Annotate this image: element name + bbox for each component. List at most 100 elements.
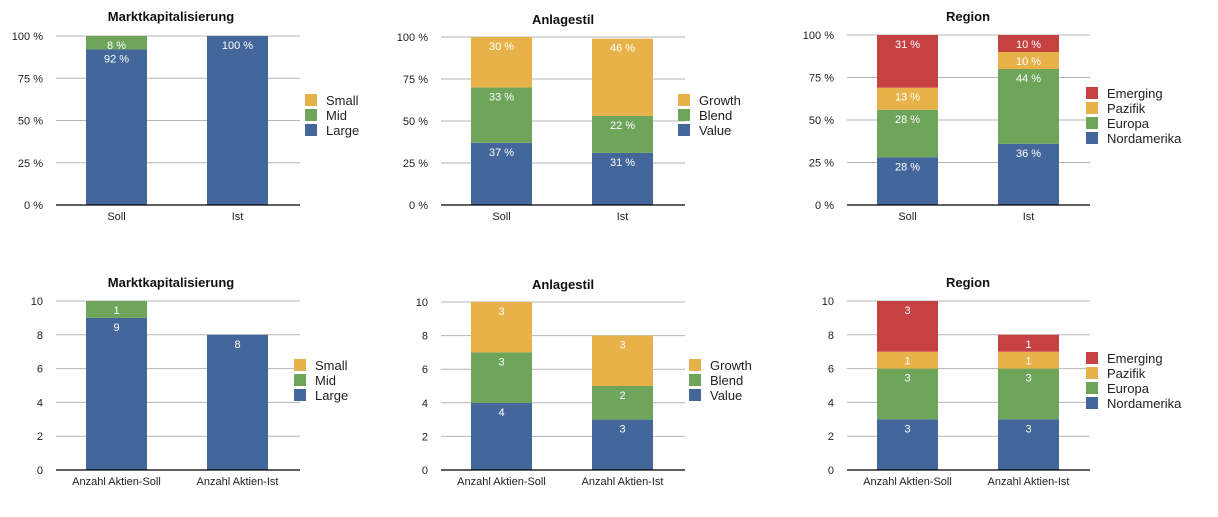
y-tick-label: 25 % xyxy=(809,158,834,170)
y-tick-label: 100 % xyxy=(397,32,428,44)
bar-segment-growth xyxy=(471,302,532,353)
y-tick-label: 25 % xyxy=(18,158,43,170)
x-category-label: Anzahl Aktien-Soll xyxy=(863,476,952,488)
y-tick-label: 100 % xyxy=(803,30,834,42)
bar-segment-pazifik xyxy=(998,52,1059,69)
legend-swatch-nordamerika xyxy=(1086,397,1098,409)
data-label: 46 % xyxy=(610,43,635,55)
y-tick-label: 8 xyxy=(828,330,834,342)
y-tick-label: 10 xyxy=(416,297,428,309)
data-label: 31 % xyxy=(895,39,920,51)
bar-segment-value xyxy=(592,152,653,205)
bar-segment-emerging xyxy=(998,334,1059,352)
y-tick-label: 50 % xyxy=(18,116,43,128)
bar-segment-blend xyxy=(592,115,653,153)
bar-segment-nordamerika xyxy=(998,419,1059,470)
y-tick-label: 4 xyxy=(828,397,834,409)
y-tick-label: 50 % xyxy=(809,115,834,127)
x-category-label: Anzahl Aktien-Ist xyxy=(197,476,279,488)
x-category-label: Anzahl Aktien-Ist xyxy=(988,476,1070,488)
legend-swatch-large xyxy=(305,124,317,136)
legend-swatch-value xyxy=(689,389,701,401)
chart-title: Marktkapitalisierung xyxy=(108,275,234,290)
data-label: 44 % xyxy=(1016,73,1041,85)
chart-panel-5: Anlagestil 0 2 4 6 8 10 4 3 3 Anzahl Aktien-Soll 3 2… xyxy=(416,277,752,488)
data-label: 3 xyxy=(498,306,504,318)
bar-segment-growth xyxy=(592,38,653,116)
legend-label: Mid xyxy=(315,373,336,388)
data-label: 1 xyxy=(904,356,910,368)
chart-title: Anlagestil xyxy=(532,277,594,292)
x-category-label: Ist xyxy=(232,211,244,223)
y-tick-label: 2 xyxy=(828,431,834,443)
legend-swatch-large xyxy=(294,389,306,401)
bar-segment-pazifik xyxy=(998,351,1059,369)
bar-segment-large xyxy=(86,317,147,470)
y-tick-label: 6 xyxy=(37,364,43,376)
bar-segment-large xyxy=(86,49,147,205)
data-label: 3 xyxy=(619,424,625,436)
y-tick-label: 2 xyxy=(37,431,43,443)
x-category-label: Anzahl Aktien-Soll xyxy=(72,476,161,488)
legend-swatch-blend xyxy=(689,374,701,386)
legend-swatch-pazifik xyxy=(1086,367,1098,379)
bar-segment-emerging xyxy=(998,35,1059,52)
y-tick-label: 0 xyxy=(37,465,43,477)
x-category-label: Anzahl Aktien-Ist xyxy=(582,476,664,488)
x-category-label: Soll xyxy=(898,211,916,223)
y-tick-label: 25 % xyxy=(403,158,428,170)
chart-title: Anlagestil xyxy=(532,12,594,27)
y-tick-label: 0 xyxy=(828,465,834,477)
bar-segment-blend xyxy=(471,87,532,143)
legend-swatch-europa xyxy=(1086,117,1098,129)
legend-swatch-emerging xyxy=(1086,352,1098,364)
y-tick-label: 75 % xyxy=(809,73,834,85)
bar-segment-growth xyxy=(471,37,532,88)
legend-label: Value xyxy=(710,388,742,403)
chart-panel-6: Region 0 2 4 6 8 10 3 3 1 3 Anzahl Aktien-Soll 3 3 1 1 A… xyxy=(822,275,1182,488)
legend-label: Nordamerika xyxy=(1107,131,1182,146)
legend-swatch-emerging xyxy=(1086,87,1098,99)
x-category-label: Ist xyxy=(617,211,629,223)
bar-segment-europa xyxy=(877,368,938,420)
chart-panel-2: Anlagestil 0 % 25 % 50 % 75 % 100 % 37 % 33 % 30… xyxy=(397,12,741,223)
legend-swatch-nordamerika xyxy=(1086,132,1098,144)
data-label: 36 % xyxy=(1016,148,1041,160)
data-label: 10 % xyxy=(1016,39,1041,51)
bar-segment-blend xyxy=(592,386,653,420)
legend-label: Large xyxy=(326,123,359,138)
bar-segment-value xyxy=(471,142,532,205)
bar-segment-nordamerika xyxy=(998,143,1059,205)
legend-swatch-small xyxy=(305,94,317,106)
y-tick-label: 100 % xyxy=(12,31,43,43)
legend-label: Small xyxy=(326,93,359,108)
data-label: 28 % xyxy=(895,114,920,126)
legend-swatch-mid xyxy=(294,374,306,386)
data-label: 8 xyxy=(234,339,240,351)
data-label: 3 xyxy=(904,423,910,435)
data-label: 2 xyxy=(619,390,625,402)
y-tick-label: 75 % xyxy=(403,74,428,86)
legend-swatch-small xyxy=(294,359,306,371)
y-tick-label: 8 xyxy=(422,331,428,343)
data-label: 3 xyxy=(904,373,910,385)
x-category-label: Soll xyxy=(492,211,510,223)
data-label: 1 xyxy=(1025,339,1031,351)
bar-segment-pazifik xyxy=(877,351,938,369)
data-label: 28 % xyxy=(895,161,920,173)
y-tick-label: 4 xyxy=(422,398,428,410)
bar-segment-large xyxy=(207,334,268,470)
data-label: 1 xyxy=(1025,356,1031,368)
legend-label: Pazifik xyxy=(1107,366,1146,381)
y-tick-label: 6 xyxy=(828,364,834,376)
chart-title: Region xyxy=(946,275,990,290)
data-label: 37 % xyxy=(489,147,514,159)
y-tick-label: 4 xyxy=(37,397,43,409)
data-label: 30 % xyxy=(489,41,514,53)
y-tick-label: 10 xyxy=(31,296,43,308)
legend-swatch-growth xyxy=(678,94,690,106)
bar-segment-europa xyxy=(998,368,1059,420)
legend-label: Europa xyxy=(1107,381,1150,396)
chart-panel-4: Marktkapitalisierung 0 2 4 6 8 10 9 1 Anzahl Akti… xyxy=(31,275,349,488)
